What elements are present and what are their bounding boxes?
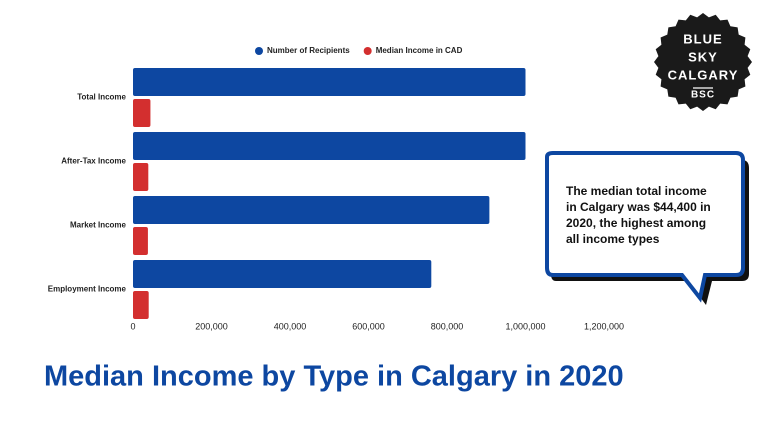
bar (133, 99, 151, 127)
legend-label: Median Income in CAD (376, 46, 463, 55)
x-tick-label: 800,000 (431, 321, 464, 331)
bar (133, 260, 432, 288)
logo-text: BLUE (683, 31, 722, 46)
callout (545, 151, 749, 305)
logo-badge (654, 13, 752, 111)
logo-text: BSC (691, 90, 715, 101)
bar (133, 196, 490, 224)
x-tick-label: 400,000 (274, 321, 307, 331)
bar (133, 163, 149, 191)
x-tick-label: 1,000,000 (505, 321, 545, 331)
x-tick-label: 0 (130, 321, 135, 331)
legend-label: Number of Recipients (267, 46, 350, 55)
logo: BLUE SKY CALGARY BSC (654, 13, 752, 111)
y-tick-label: Market Income (70, 221, 127, 230)
annotation: The median total income in Calgary was $… (566, 184, 711, 246)
callout-bubble (545, 151, 745, 303)
y-tick-label: Employment Income (48, 285, 127, 294)
chart-title: Median Income by Type in Calgary in 2020 (44, 361, 624, 393)
y-tick-label: Total Income (77, 93, 126, 102)
logo-text: SKY (688, 49, 718, 64)
bar (133, 227, 148, 255)
x-tick-label: 1,200,000 (584, 321, 624, 331)
bar (133, 68, 526, 96)
x-tick-label: 200,000 (195, 321, 228, 331)
bar (133, 132, 526, 160)
bar (133, 291, 149, 319)
legend-marker (363, 47, 372, 55)
x-tick-label: 600,000 (352, 321, 385, 331)
legend-marker (255, 47, 263, 55)
logo-text: CALGARY (668, 67, 739, 82)
y-tick-label: After-Tax Income (61, 157, 126, 166)
